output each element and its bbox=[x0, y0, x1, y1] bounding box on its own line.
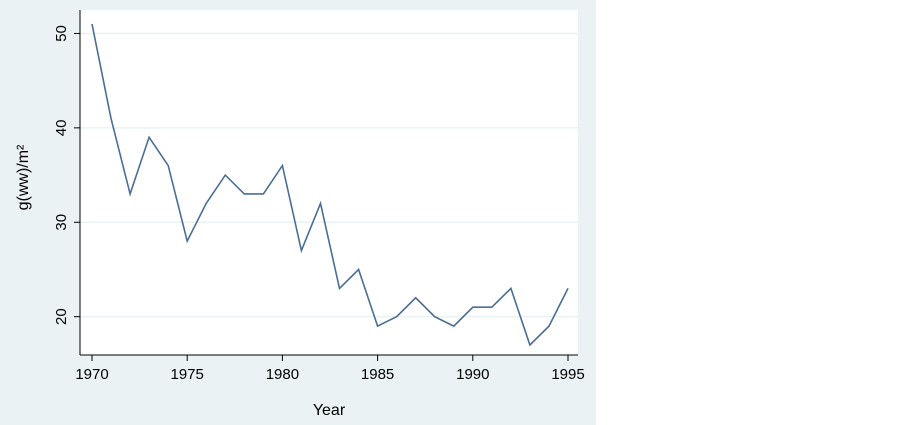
line-chart: 1970 1975 1980 1985 1990 1995 20 30 40 50 Year g(… bbox=[15, 10, 585, 419]
y-axis-title: g(ww)/m² bbox=[15, 144, 32, 210]
x-tick-label: 1980 bbox=[266, 366, 299, 383]
x-tick-label: 1995 bbox=[551, 366, 584, 383]
y-tick-label: 20 bbox=[53, 308, 70, 325]
y-tick-label: 30 bbox=[53, 214, 70, 231]
plot-area bbox=[80, 10, 578, 355]
chart-frame: 1970 1975 1980 1985 1990 1995 20 30 40 50 Year g(… bbox=[0, 0, 596, 425]
x-axis-title: Year bbox=[313, 402, 346, 419]
x-tick-label: 1985 bbox=[361, 366, 394, 383]
x-tick-label: 1975 bbox=[171, 366, 204, 383]
y-tick-label: 40 bbox=[53, 120, 70, 137]
x-tick-label: 1970 bbox=[75, 366, 108, 383]
gridlines bbox=[80, 32, 578, 318]
x-tick-label: 1990 bbox=[456, 366, 489, 383]
axes: 1970 1975 1980 1985 1990 1995 20 30 40 50 bbox=[53, 10, 585, 383]
y-tick-label: 50 bbox=[53, 25, 70, 42]
series-layer bbox=[91, 23, 569, 347]
series-line bbox=[91, 23, 569, 347]
